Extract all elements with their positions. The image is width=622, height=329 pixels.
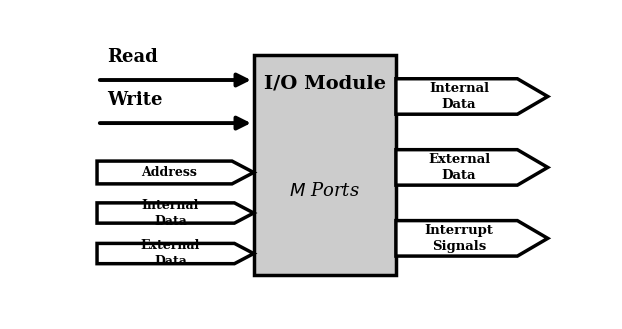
Polygon shape	[396, 150, 548, 185]
Text: External
Data: External Data	[141, 239, 200, 268]
Text: Read: Read	[107, 48, 157, 66]
Text: External
Data: External Data	[428, 153, 490, 182]
Polygon shape	[97, 243, 254, 264]
Text: $M$ Ports: $M$ Ports	[289, 182, 360, 200]
Polygon shape	[97, 203, 254, 223]
Polygon shape	[396, 79, 548, 114]
Text: I/O Module: I/O Module	[264, 75, 386, 93]
Text: Internal
Data: Internal Data	[142, 198, 199, 228]
Text: Internal
Data: Internal Data	[429, 82, 489, 111]
Bar	[254, 55, 396, 275]
Polygon shape	[97, 161, 254, 184]
Polygon shape	[396, 221, 548, 256]
Text: Write: Write	[107, 91, 162, 109]
Text: Interrupt
Signals: Interrupt Signals	[425, 224, 493, 253]
Text: Address: Address	[141, 166, 197, 179]
